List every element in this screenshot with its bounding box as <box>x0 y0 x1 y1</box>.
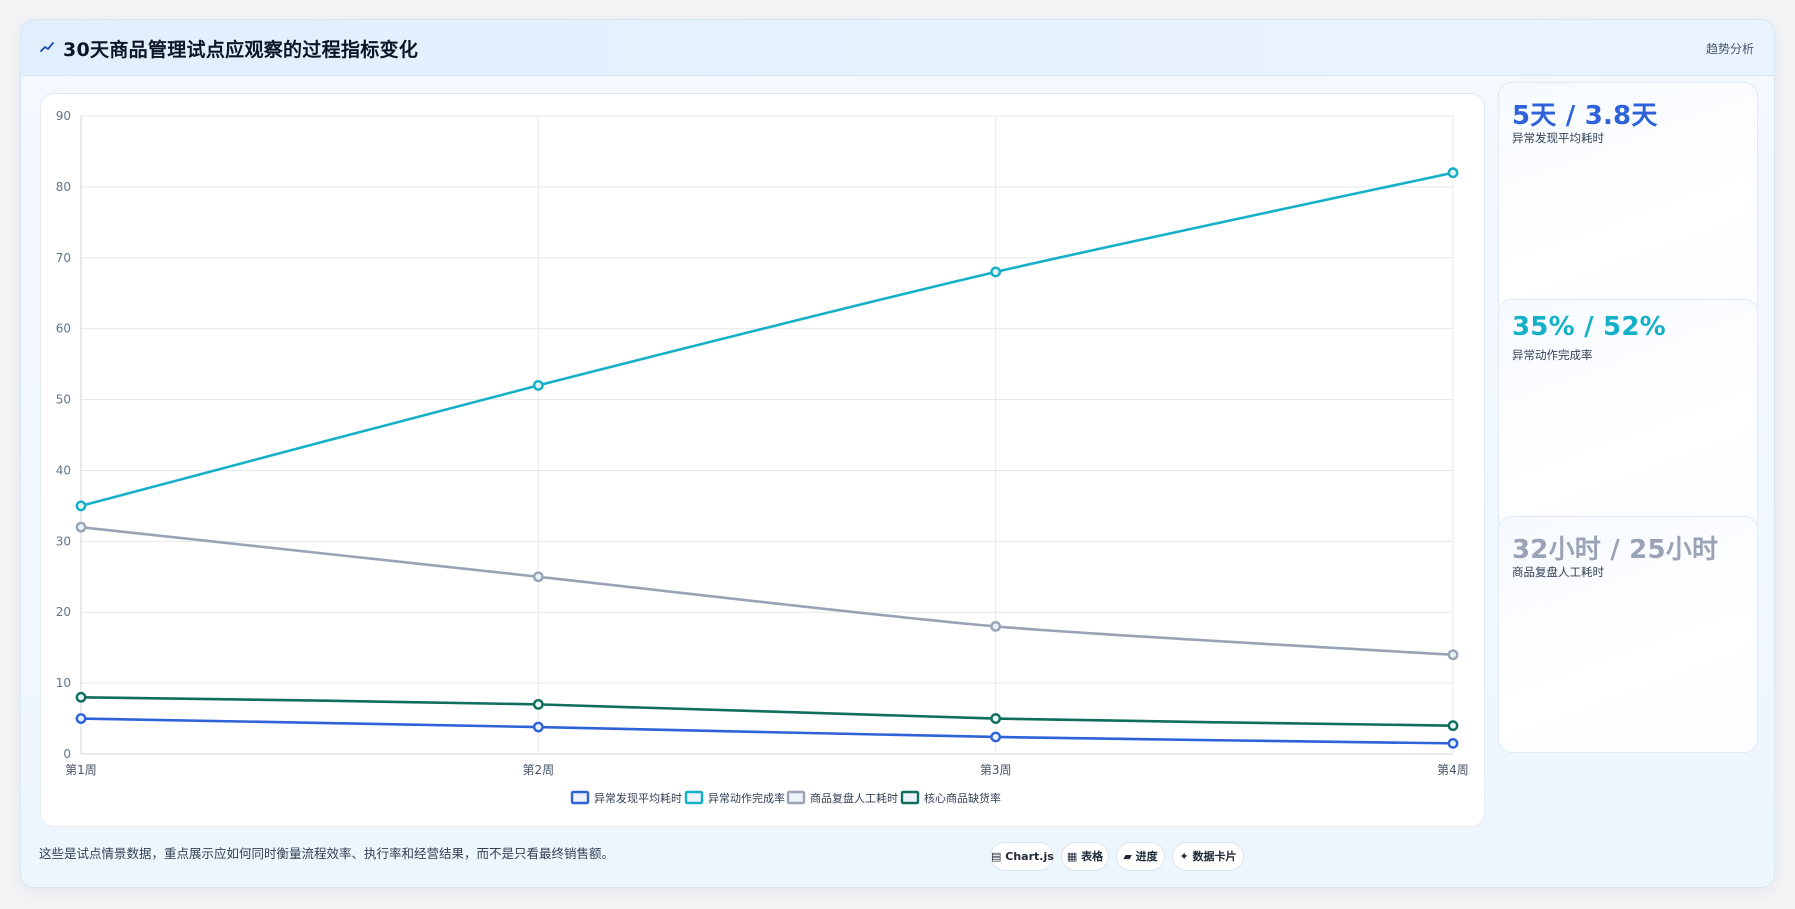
tab-chartjs[interactable]: ▤ Chart.js <box>990 842 1054 871</box>
chart-card: 30天商品管理试点应观察的过程指标变化 趋势分析 0 10 20 30 40 50 60 70… <box>20 19 1775 888</box>
metric-value: 32小时 / 25小时 <box>1512 535 1719 565</box>
table-icon: ▦ <box>1066 850 1078 863</box>
tab-label: 进度 <box>1135 850 1158 863</box>
legend-swatch <box>684 790 704 805</box>
y-tick-label: 10 <box>56 676 71 690</box>
legend-label: 核心商品缺货率 <box>924 791 1001 805</box>
data-point <box>532 721 544 733</box>
data-point <box>75 691 87 703</box>
y-tick-label: 80 <box>56 180 71 194</box>
metric-card-completion-rate: 35% / 52% 异常动作完成率 <box>1498 299 1758 536</box>
y-tick-label: 70 <box>56 251 71 265</box>
data-point <box>1447 167 1459 179</box>
tab-progress[interactable]: ▰ 进度 <box>1116 842 1165 871</box>
legend-swatch <box>570 790 590 805</box>
sparkle-icon: ✦ <box>1179 850 1189 863</box>
data-point <box>1447 649 1459 661</box>
series-line-3 <box>80 525 1454 657</box>
y-tick-label: 0 <box>63 747 71 761</box>
tab-label: Chart.js <box>1005 850 1054 863</box>
y-tick-label: 60 <box>56 322 71 336</box>
page-title: 30天商品管理试点应观察的过程指标变化 <box>63 39 419 61</box>
trend-icon <box>40 42 54 52</box>
series-line-1 <box>80 717 1454 745</box>
tab-table[interactable]: ▦ 表格 <box>1061 842 1109 871</box>
legend-swatch <box>786 790 806 805</box>
x-tick-label: 第3周 <box>980 763 1012 777</box>
legend-label: 异常发现平均耗时 <box>594 791 682 805</box>
x-tick-label: 第2周 <box>523 763 555 777</box>
metric-value: 5天 / 3.8天 <box>1512 101 1658 131</box>
y-tick-label: 90 <box>56 109 71 123</box>
tab-label: 数据卡片 <box>1192 850 1237 863</box>
trend-analysis-link[interactable]: 趋势分析 <box>1705 42 1754 56</box>
data-point <box>1447 720 1459 732</box>
progress-icon: ▰ <box>1123 850 1132 863</box>
data-point <box>75 713 87 724</box>
data-point <box>532 571 544 583</box>
series-line-2 <box>80 171 1454 508</box>
data-point <box>990 266 1002 278</box>
chart-icon: ▤ <box>991 850 1002 863</box>
tab-label: 表格 <box>1081 850 1104 863</box>
data-point <box>532 379 544 391</box>
data-point <box>990 713 1002 724</box>
data-point <box>990 621 1002 632</box>
metric-value: 35% / 52% <box>1512 312 1666 342</box>
data-point <box>990 731 1002 743</box>
y-tick-label: 40 <box>56 463 71 477</box>
metric-label: 商品复盘人工耗时 <box>1512 565 1604 579</box>
data-point <box>532 698 544 710</box>
data-point <box>75 500 87 512</box>
legend-label: 异常动作完成率 <box>708 791 785 805</box>
tab-data-cards[interactable]: ✦ 数据卡片 <box>1172 842 1244 871</box>
x-tick-label: 第1周 <box>65 763 97 777</box>
footer-note: 这些是试点情景数据，重点展示应如何同时衡量流程效率、执行率和经营结果，而不是只看… <box>39 846 615 861</box>
series-line-4 <box>80 695 1454 727</box>
metric-label: 异常发现平均耗时 <box>1512 131 1604 145</box>
legend-swatch <box>900 790 920 805</box>
y-tick-label: 20 <box>56 605 71 619</box>
y-tick-label: 50 <box>56 393 71 407</box>
x-tick-label: 第4周 <box>1437 763 1469 777</box>
metric-card-detect-time: 5天 / 3.8天 异常发现平均耗时 <box>1498 82 1758 319</box>
card-header: 30天商品管理试点应观察的过程指标变化 趋势分析 <box>21 20 1774 76</box>
data-point <box>75 521 87 533</box>
data-point <box>1447 737 1459 749</box>
chart-panel: 0 10 20 30 40 50 60 70 80 90 第1周 第2周 第3周 第4周异常发现平均耗时 异… <box>40 93 1485 827</box>
metric-card-review-time: 32小时 / 25小时 商品复盘人工耗时 <box>1498 516 1758 753</box>
metric-label: 异常动作完成率 <box>1512 348 1593 362</box>
legend-label: 商品复盘人工耗时 <box>810 791 898 805</box>
y-tick-label: 30 <box>56 534 71 548</box>
